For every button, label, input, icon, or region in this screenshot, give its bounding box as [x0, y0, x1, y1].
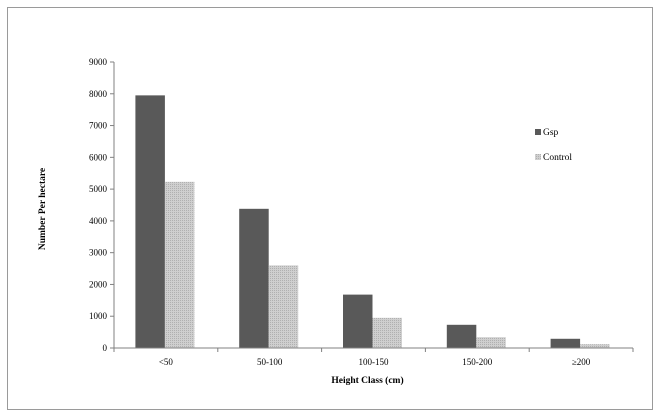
y-tick-label: 2000 [89, 279, 108, 289]
x-tick-label: ≥200 [572, 357, 591, 367]
y-axis-title: Number Per hectare [38, 168, 48, 250]
legend-label-gsp: Gsp [543, 128, 559, 138]
x-axis-title: Height Class (cm) [331, 375, 403, 386]
bar-control-2 [372, 317, 402, 348]
bars [135, 95, 610, 348]
x-tick-label: 50-100 [257, 357, 283, 367]
chart-frame: 0 1000 2000 3000 4000 5000 6000 7000 8000 9000 <5… [7, 7, 653, 410]
bar-gsp-4 [550, 338, 581, 348]
y-tick-label: 5000 [89, 184, 108, 194]
legend: Gsp Control [535, 128, 572, 163]
legend-swatch-gsp [535, 129, 541, 135]
x-tick-label: <50 [159, 357, 174, 367]
y-tick-label: 3000 [89, 248, 108, 258]
x-axis-ticks: <50 50-100 100-150 150-200 ≥200 [113, 348, 634, 367]
bar-gsp-2 [343, 294, 373, 348]
bar-control-3 [476, 337, 506, 348]
bar-gsp-1 [239, 208, 269, 348]
y-tick-label: 1000 [89, 311, 108, 321]
legend-swatch-control [535, 154, 541, 160]
y-axis-ticks: 0 1000 2000 3000 4000 5000 6000 7000 8000 9000 [89, 57, 114, 353]
bar-control-0 [164, 181, 195, 348]
y-tick-label: 0 [103, 343, 108, 353]
y-tick-label: 4000 [89, 216, 108, 226]
legend-label-control: Control [543, 153, 572, 163]
x-tick-label: 100-150 [359, 357, 389, 367]
y-tick-label: 7000 [89, 121, 108, 131]
bar-control-1 [268, 265, 299, 348]
bar-control-4 [580, 344, 610, 348]
y-tick-label: 9000 [89, 57, 108, 67]
bar-chart: 0 1000 2000 3000 4000 5000 6000 7000 8000 9000 <5… [38, 57, 634, 386]
x-tick-label: 150-200 [462, 357, 492, 367]
bar-gsp-0 [135, 95, 165, 348]
y-tick-label: 6000 [89, 152, 108, 162]
y-tick-label: 8000 [89, 89, 108, 99]
bar-gsp-3 [446, 324, 477, 348]
